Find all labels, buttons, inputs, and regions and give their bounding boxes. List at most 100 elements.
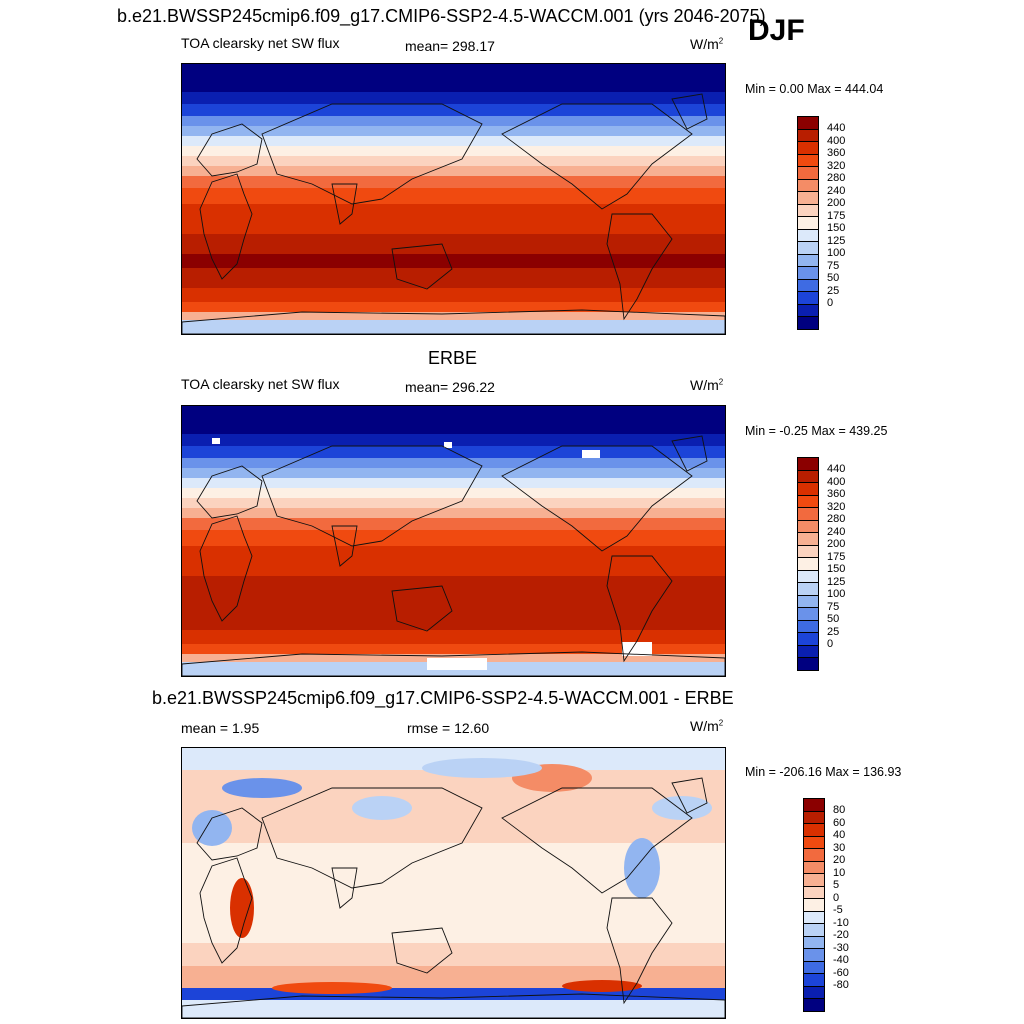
colorbar-swatch	[797, 594, 819, 609]
colorbar-tick-label: 400	[827, 134, 846, 147]
panel-3-map	[181, 747, 726, 1019]
colorbar-swatch	[803, 873, 825, 887]
colorbar-tick-label: 175	[827, 550, 846, 563]
colorbar-tick-label: -10	[833, 916, 849, 929]
panel-1-mean-label: mean= 298.17	[405, 38, 495, 54]
colorbar-swatch	[803, 923, 825, 937]
colorbar-tick-label: 200	[827, 197, 846, 210]
colorbar-tick-label: 5	[833, 879, 840, 892]
panel-1-units: W/m2	[690, 36, 724, 52]
colorbar-swatch	[797, 191, 819, 205]
colorbar-swatch	[797, 544, 819, 559]
colorbar-tick-label: 40	[833, 829, 846, 842]
colorbar-swatch	[803, 823, 825, 837]
colorbar-swatch	[803, 885, 825, 900]
panel-3-title: b.e21.BWSSP245cmip6.f09_g17.CMIP6-SSP2-4…	[152, 688, 734, 708]
colorbar-swatch	[797, 644, 819, 659]
panel-1-title: b.e21.BWSSP245cmip6.f09_g17.CMIP6-SSP2-4…	[117, 6, 766, 26]
season-label: DJF	[748, 14, 805, 47]
colorbar-tick-label: 200	[827, 538, 846, 551]
colorbar-swatch	[797, 166, 819, 180]
colorbar-swatch	[803, 973, 825, 987]
colorbar-swatch	[803, 998, 825, 1012]
colorbar-tick-label: 280	[827, 172, 846, 185]
panel-3-colorbar: 80 60 40 30 20 10 5 0 -5 -10 -20 -30 -40 -60 -80	[803, 798, 863, 1012]
colorbar-swatch	[803, 848, 825, 862]
colorbar-swatch	[797, 216, 819, 230]
colorbar-tick-label: 75	[827, 600, 840, 613]
colorbar-tick-label: 150	[827, 222, 846, 235]
colorbar-tick-label: -30	[833, 941, 849, 954]
colorbar-swatch	[797, 557, 819, 571]
panel-1-map	[181, 63, 726, 335]
colorbar-tick-label: -20	[833, 929, 849, 942]
colorbar-tick-label: 50	[827, 613, 840, 626]
colorbar-swatch	[797, 278, 819, 293]
colorbar-swatch	[803, 810, 825, 825]
colorbar-swatch	[797, 228, 819, 243]
colorbar-tick-label: 320	[827, 500, 846, 513]
colorbar-tick-label: 360	[827, 147, 846, 160]
colorbar-tick-label: 125	[827, 234, 846, 247]
colorbar-swatch	[797, 532, 819, 546]
colorbar-tick-label: 400	[827, 475, 846, 488]
colorbar-tick-label: -60	[833, 966, 849, 979]
colorbar-tick-label: 20	[833, 854, 846, 867]
colorbar-tick-label: 360	[827, 488, 846, 501]
colorbar-swatch	[797, 253, 819, 268]
colorbar-swatch	[797, 457, 819, 471]
panel-2-colorbar: 440 400 360 320 280 240 200 175 150 125 100 75 50 25 0	[797, 457, 857, 671]
colorbar-tick-label: 100	[827, 247, 846, 260]
colorbar-tick-label: 0	[833, 891, 840, 904]
colorbar-tick-label: 75	[827, 259, 840, 272]
colorbar-tick-label: 100	[827, 588, 846, 601]
colorbar-swatch	[797, 507, 819, 521]
colorbar-swatch	[803, 935, 825, 950]
colorbar-tick-label: 0	[827, 638, 834, 651]
colorbar-swatch	[797, 141, 819, 155]
colorbar-tick-label: 280	[827, 513, 846, 526]
colorbar-tick-label: 440	[827, 463, 846, 476]
colorbar-swatch	[797, 569, 819, 584]
colorbar-swatch	[797, 128, 819, 143]
colorbar-tick-label: 25	[827, 625, 840, 638]
colorbar-swatch	[797, 632, 819, 646]
colorbar-tick-label: 50	[827, 272, 840, 285]
colorbar-swatch	[797, 266, 819, 280]
panel-1-minmax: Min = 0.00 Max = 444.04	[745, 82, 884, 96]
panel-3-rmse-label: rmse = 12.60	[407, 720, 490, 736]
colorbar-tick-label: -80	[833, 979, 849, 992]
panel-1-colorbar: 440 400 360 320 280 240 200 175 150 125 100 75 50 25 0	[797, 116, 857, 330]
colorbar-swatch	[797, 241, 819, 255]
colorbar-swatch	[797, 494, 819, 509]
panel-2-map	[181, 405, 726, 677]
colorbar-swatch	[797, 482, 819, 496]
colorbar-tick-label: 150	[827, 563, 846, 576]
colorbar-swatch	[797, 303, 819, 318]
colorbar-swatch	[797, 469, 819, 484]
colorbar-swatch	[797, 519, 819, 534]
colorbar-swatch	[803, 960, 825, 975]
colorbar-tick-label: 25	[827, 284, 840, 297]
colorbar-swatch	[797, 178, 819, 193]
colorbar-swatch	[797, 153, 819, 168]
panel-2-title: ERBE	[428, 348, 478, 368]
colorbar-tick-label: -40	[833, 954, 849, 967]
colorbar-tick-label: 10	[833, 866, 846, 879]
panel-3-mean-label: mean = 1.95	[181, 720, 260, 736]
colorbar-tick-label: -5	[833, 904, 843, 917]
colorbar-swatch	[797, 116, 819, 130]
colorbar-swatch	[797, 607, 819, 621]
colorbar-swatch	[797, 619, 819, 634]
panel-2-variable-label: TOA clearsky net SW flux	[181, 376, 340, 392]
colorbar-swatch	[803, 948, 825, 962]
colorbar-swatch	[803, 985, 825, 1000]
colorbar-swatch	[803, 910, 825, 925]
colorbar-tick-label: 240	[827, 184, 846, 197]
colorbar-swatch	[797, 657, 819, 671]
panel-2-mean-label: mean= 296.22	[405, 379, 495, 395]
colorbar-tick-label: 125	[827, 575, 846, 588]
colorbar-tick-label: 60	[833, 816, 846, 829]
panel-3-units: W/m2	[690, 718, 724, 734]
panel-3-minmax: Min = -206.16 Max = 136.93	[745, 765, 902, 779]
